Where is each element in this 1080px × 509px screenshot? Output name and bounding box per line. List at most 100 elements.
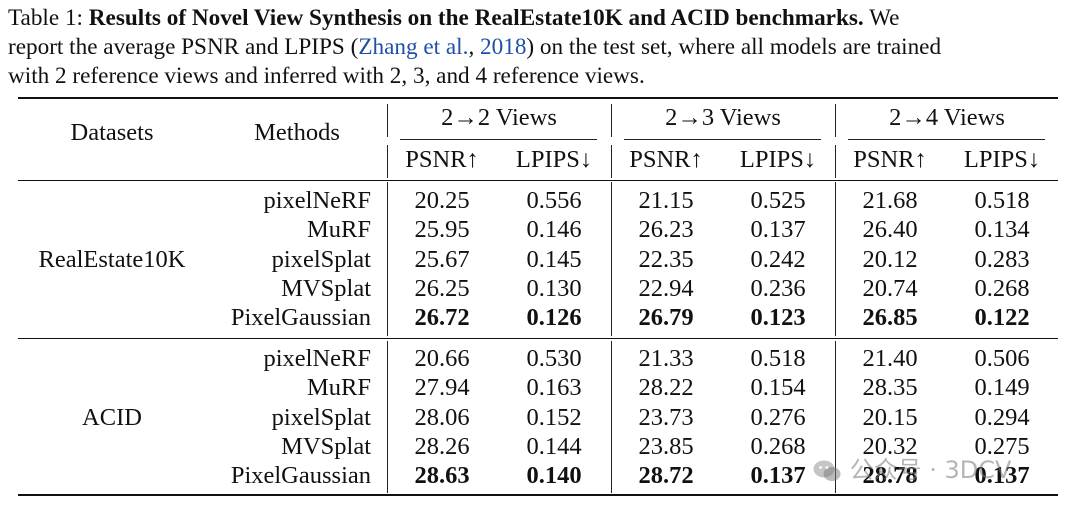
metric-value: 0.525 [750, 187, 806, 214]
metric-value: 20.12 [862, 245, 918, 273]
metric-value: 0.268 [974, 274, 1030, 302]
watermark: 公众号 · 3DCV [812, 450, 1011, 485]
metric-value: 0.530 [526, 345, 582, 372]
caption-line-1: Table 1: Results of Novel View Synthesis… [8, 4, 1072, 33]
metric-value: 26.85 [862, 304, 918, 332]
caption-text: report the average PSNR and LPIPS ( [8, 34, 359, 60]
metric-value: 23.85 [638, 432, 694, 460]
metric-value: 0.236 [750, 274, 806, 302]
metric-value: 20.32 [862, 432, 918, 460]
header-metric: PSNR↑ [629, 146, 703, 173]
column-separator [611, 341, 613, 493]
header-group: 2→4 Views [889, 104, 1005, 131]
group-underline [848, 139, 1045, 141]
metric-value: 0.276 [750, 403, 806, 431]
metric-value: 0.130 [526, 274, 582, 302]
bottom-rule [18, 494, 1058, 497]
header-metric: PSNR↑ [853, 146, 927, 173]
metric-value: 21.33 [638, 345, 694, 372]
column-separator [611, 182, 613, 336]
header-datasets: Datasets [70, 119, 154, 146]
metric-value: 0.122 [974, 304, 1030, 332]
metric-value: 0.134 [974, 216, 1030, 244]
header-metric: LPIPS↓ [515, 146, 593, 173]
caption-prefix: Table 1: [8, 5, 89, 31]
group-underline [400, 139, 597, 141]
metric-value: 28.35 [862, 374, 918, 402]
method-name: pixelNeRF [263, 345, 371, 372]
citation-author-link[interactable]: Zhang et al. [358, 34, 469, 60]
metric-value: 26.79 [638, 304, 694, 332]
method-name: PixelGaussian [230, 462, 371, 490]
metric-value: 0.145 [526, 245, 582, 273]
metric-value: 28.78 [862, 462, 918, 490]
metric-value: 0.152 [526, 403, 582, 431]
metric-value: 22.35 [638, 245, 694, 273]
metric-value: 0.137 [974, 462, 1030, 490]
column-separator [835, 104, 837, 137]
metric-value: 0.137 [750, 216, 806, 244]
metric-value: 0.275 [974, 432, 1030, 460]
column-separator [611, 145, 613, 178]
header-metric: PSNR↑ [405, 146, 479, 173]
caption-text: ) on the test set, where all models are … [526, 34, 942, 60]
metric-value: 28.22 [638, 374, 694, 402]
dataset-label: ACID [82, 403, 142, 431]
metric-value: 26.25 [414, 274, 470, 302]
metric-value: 20.25 [414, 187, 470, 214]
metric-value: 0.242 [750, 245, 806, 273]
metric-value: 0.137 [750, 462, 806, 490]
column-separator [835, 341, 837, 493]
block-rule [18, 338, 1058, 340]
metric-value: 21.68 [862, 187, 918, 214]
metric-value: 26.40 [862, 216, 918, 244]
method-name: PixelGaussian [230, 304, 371, 332]
metric-value: 28.63 [414, 462, 470, 490]
table-caption: Table 1: Results of Novel View Synthesis… [8, 4, 1072, 91]
metric-value: 28.72 [638, 462, 694, 490]
column-separator [387, 182, 389, 336]
metric-value: 21.15 [638, 187, 694, 214]
column-separator [835, 182, 837, 336]
caption-line-3: with 2 reference views and inferred with… [8, 63, 645, 89]
metric-value: 0.283 [974, 245, 1030, 273]
metric-value: 26.72 [414, 304, 470, 332]
metric-value: 21.40 [862, 345, 918, 372]
method-name: pixelNeRF [263, 187, 371, 214]
metric-value: 0.268 [750, 432, 806, 460]
metric-value: 0.163 [526, 374, 582, 402]
column-separator [835, 145, 837, 178]
wechat-icon [813, 460, 841, 481]
metric-value: 23.73 [638, 403, 694, 431]
metric-value: 25.95 [414, 216, 470, 244]
metric-value: 0.518 [974, 187, 1030, 214]
citation-year-link[interactable]: 2018 [480, 34, 527, 60]
metric-value: 0.140 [526, 462, 582, 490]
method-name: MVSplat [281, 274, 371, 302]
column-separator [387, 104, 389, 137]
header-group: 2→2 Views [441, 104, 557, 131]
metric-value: 0.518 [750, 345, 806, 372]
method-name: MuRF [306, 216, 371, 244]
dataset-label: RealEstate10K [38, 245, 186, 273]
top-rule [18, 97, 1058, 100]
metric-value: 27.94 [414, 374, 470, 402]
header-metric: LPIPS↓ [739, 146, 817, 173]
method-name: pixelSplat [271, 403, 371, 431]
metric-value: 0.556 [526, 187, 582, 214]
metric-value: 0.506 [974, 345, 1030, 372]
metric-value: 26.23 [638, 216, 694, 244]
header-rule [18, 180, 1058, 182]
column-separator [387, 145, 389, 178]
metric-value: 25.67 [414, 245, 470, 273]
metric-value: 0.146 [526, 216, 582, 244]
caption-text: , [468, 34, 481, 60]
method-name: MVSplat [281, 432, 371, 460]
header-methods: Methods [254, 119, 340, 146]
method-name: pixelSplat [271, 245, 371, 273]
metric-value: 0.154 [750, 374, 806, 402]
header-group: 2→3 Views [665, 104, 781, 131]
caption-title: Results of Novel View Synthesis on the R… [88, 5, 864, 31]
group-underline [624, 139, 821, 141]
metric-value: 22.94 [638, 274, 694, 302]
